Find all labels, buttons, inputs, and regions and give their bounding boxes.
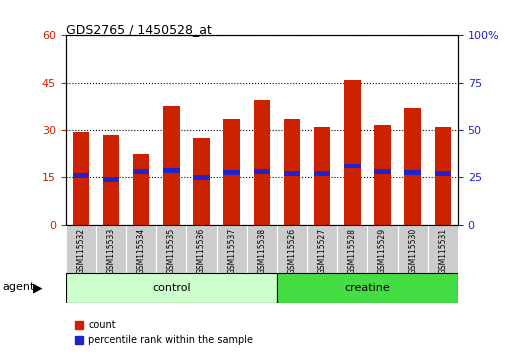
Bar [374,125,390,225]
Bar [434,171,450,176]
Text: GSM115535: GSM115535 [167,228,176,274]
Bar [103,177,119,182]
Bar [96,225,126,273]
Bar [253,100,270,225]
Bar [66,273,276,303]
Bar [313,171,330,176]
Bar [343,80,360,225]
Text: GSM115534: GSM115534 [136,228,145,274]
Bar [343,164,360,169]
Bar [276,273,457,303]
Bar [427,225,457,273]
Text: ▶: ▶ [33,281,43,294]
Text: GSM115529: GSM115529 [377,228,386,274]
Text: creatine: creatine [344,282,389,293]
Bar [223,119,239,225]
Bar [133,170,149,174]
Bar [397,225,427,273]
Bar [193,175,210,180]
Text: GSM115533: GSM115533 [107,228,115,274]
Text: GSM115530: GSM115530 [408,228,416,274]
Bar [193,138,210,225]
Bar [186,225,216,273]
Bar [223,170,239,175]
Bar [72,173,89,178]
Bar [313,127,330,225]
Bar [163,169,179,173]
Text: control: control [152,282,190,293]
Text: GSM115528: GSM115528 [347,228,356,274]
Bar [253,170,270,174]
Bar [367,225,397,273]
Bar [276,225,307,273]
Bar [283,119,300,225]
Bar [403,108,420,225]
Bar [307,225,337,273]
Bar [283,171,300,176]
Bar [403,170,420,175]
Bar [72,132,89,225]
Legend: count, percentile rank within the sample: count, percentile rank within the sample [71,316,257,349]
Bar [133,154,149,225]
Text: GDS2765 / 1450528_at: GDS2765 / 1450528_at [66,23,211,36]
Bar [156,225,186,273]
Text: GSM115538: GSM115538 [257,228,266,274]
Bar [66,225,96,273]
Text: GSM115536: GSM115536 [196,228,206,274]
Text: GSM115526: GSM115526 [287,228,296,274]
Text: agent: agent [3,282,35,292]
Bar [374,170,390,174]
Text: GSM115527: GSM115527 [317,228,326,274]
Text: GSM115537: GSM115537 [227,228,236,274]
Bar [216,225,246,273]
Text: GSM115532: GSM115532 [76,228,85,274]
Bar [163,107,179,225]
Bar [103,135,119,225]
Bar [434,127,450,225]
Text: GSM115531: GSM115531 [437,228,446,274]
Bar [126,225,156,273]
Bar [246,225,276,273]
Bar [337,225,367,273]
